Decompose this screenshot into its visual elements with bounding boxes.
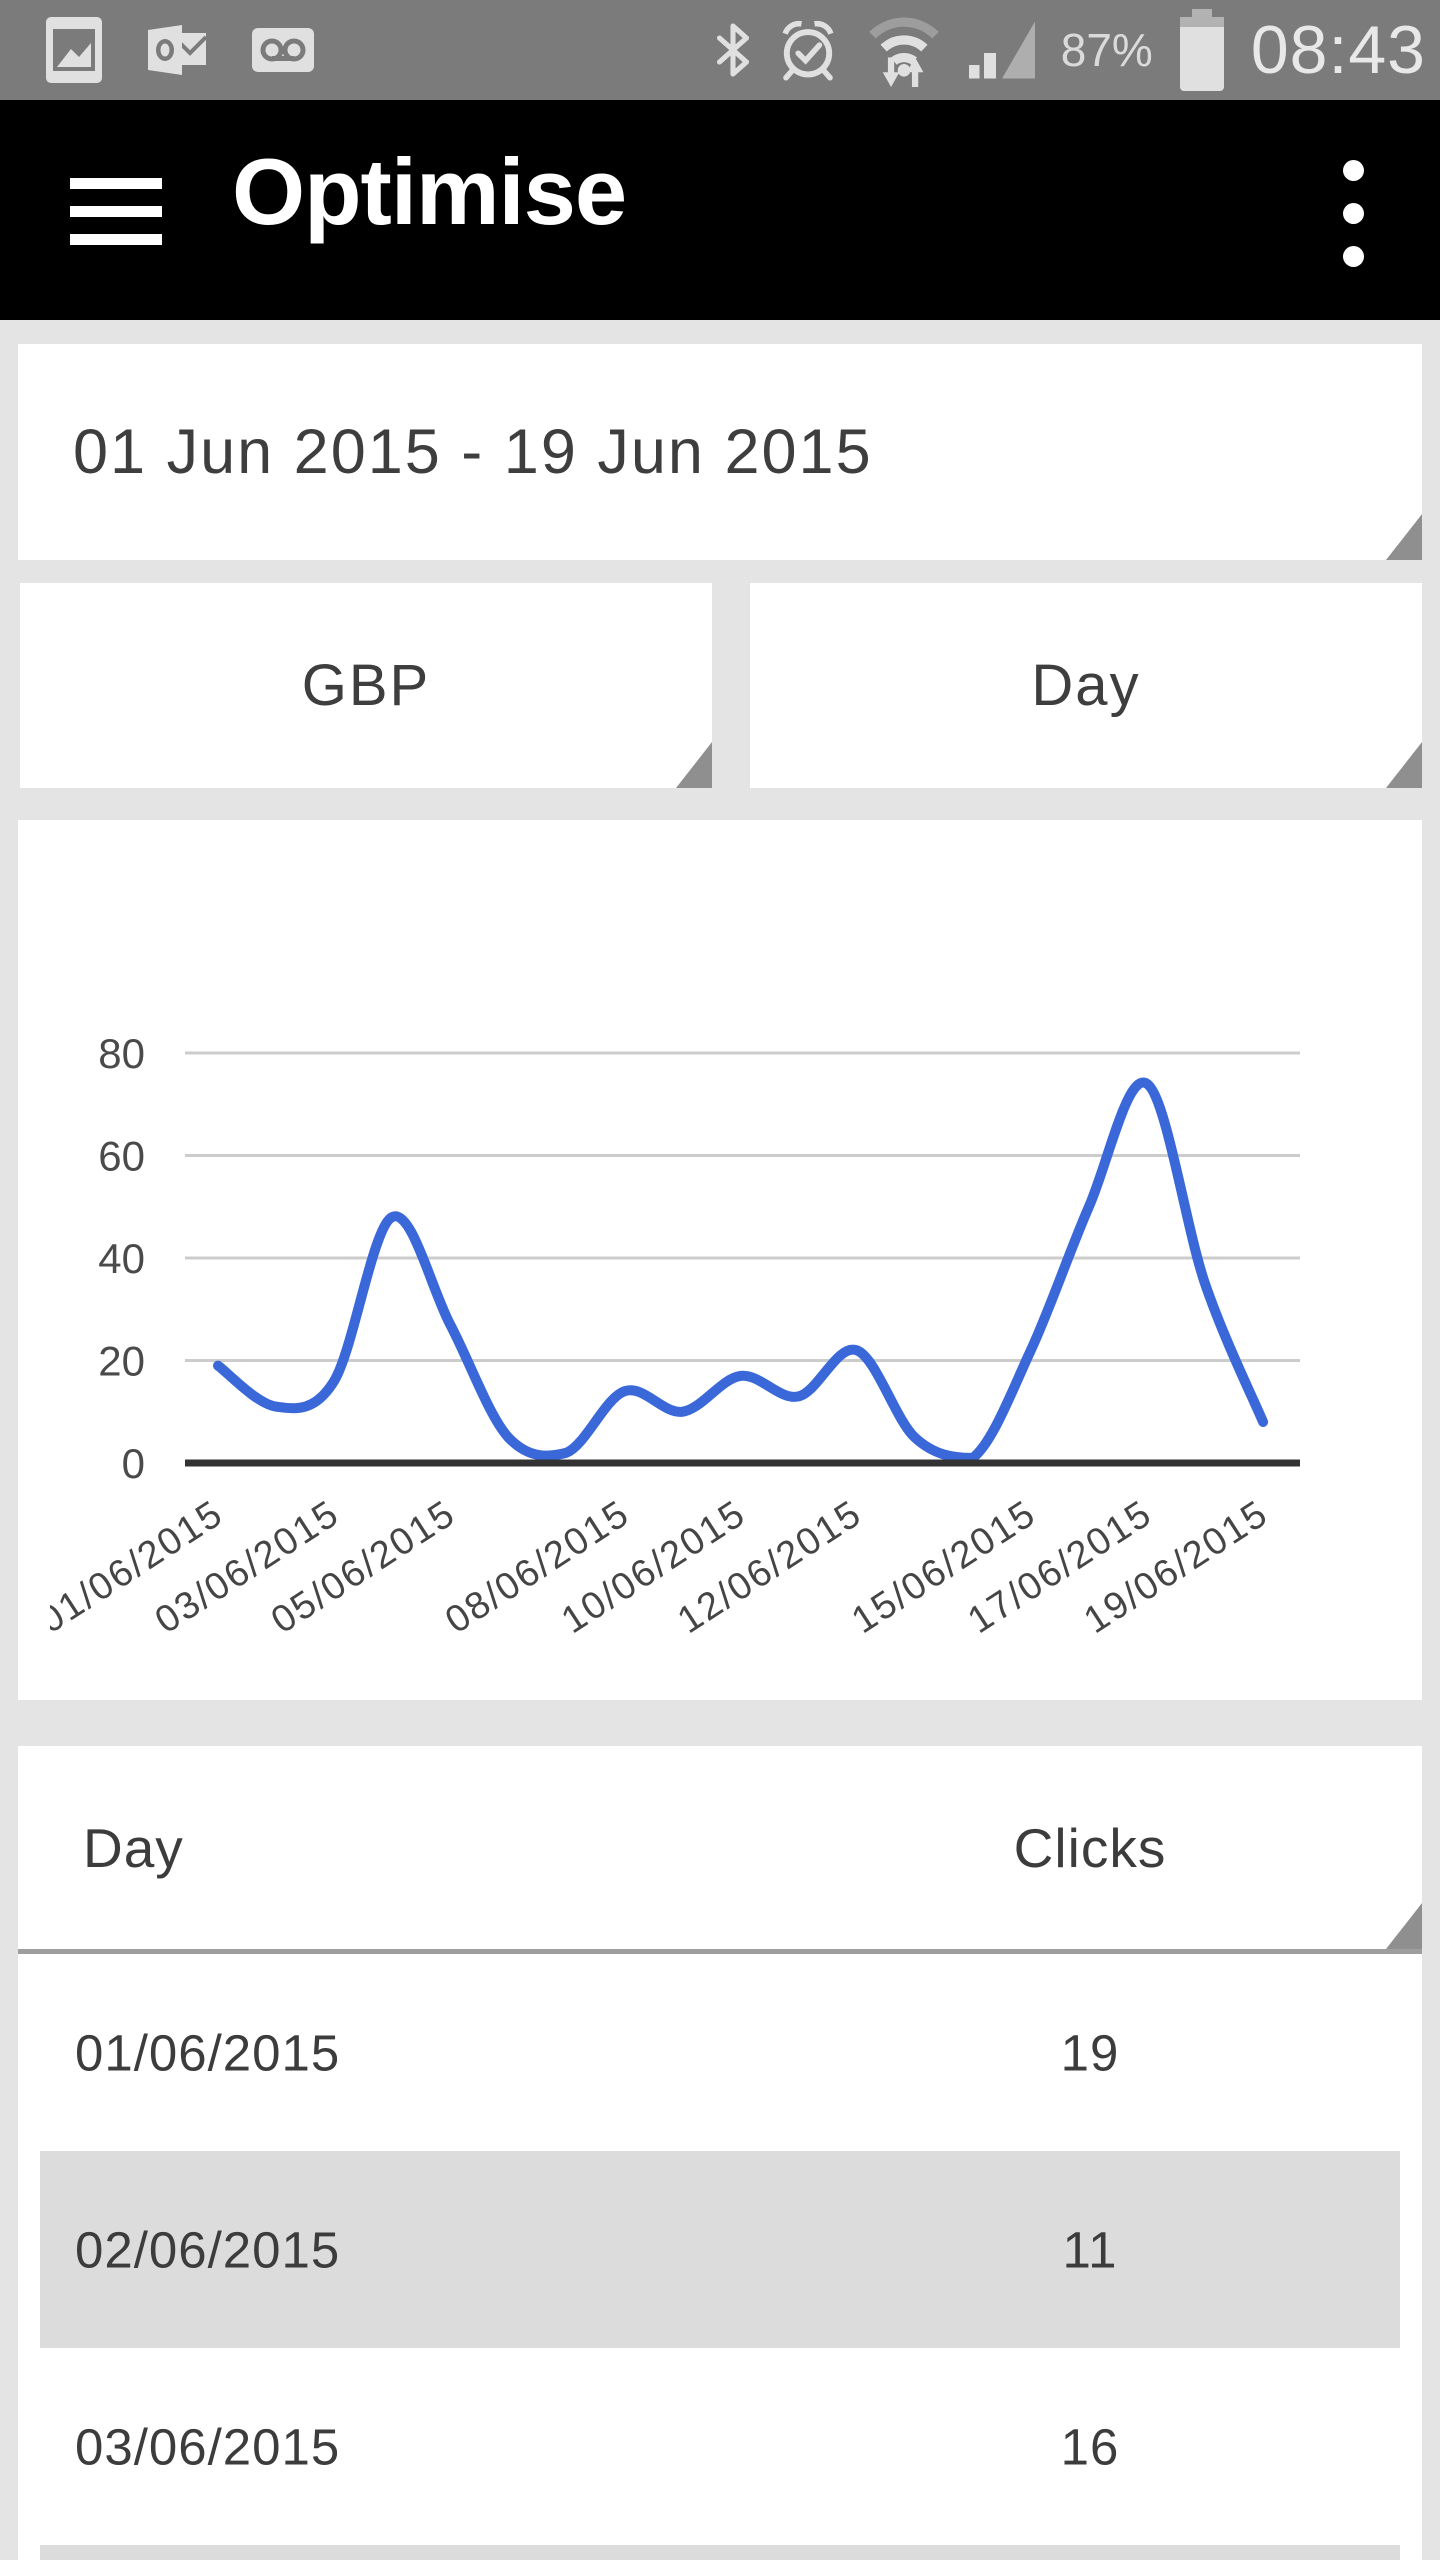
cell-clicks: 11 [1062,2221,1118,2278]
hamburger-menu-icon[interactable] [70,178,162,245]
cell-day: 03/06/2015 [75,2418,341,2475]
cell-clicks: 19 [1060,2024,1120,2081]
dropdown-grip-icon [1386,1903,1422,1949]
cell-day: 01/06/2015 [75,2024,341,2081]
granularity-value: Day [1031,653,1141,718]
cell-day: 02/06/2015 [75,2221,341,2278]
currency-selector[interactable]: GBP [20,583,712,788]
date-range-value: 01 Jun 2015 - 19 Jun 2015 [73,417,873,487]
svg-text:0: 0 [122,1440,145,1487]
battery-icon [1179,9,1224,91]
overflow-menu-icon[interactable] [1341,160,1365,267]
svg-text:60: 60 [98,1133,145,1180]
dropdown-grip-icon [1386,742,1422,788]
dropdown-grip-icon [1386,514,1422,560]
table-row: 02/06/2015 11 [18,2151,1422,2348]
table-row: 01/06/2015 19 [18,1954,1422,2151]
date-range-selector[interactable]: 01 Jun 2015 - 19 Jun 2015 [18,344,1422,560]
table-row-partial [18,2545,1422,2560]
table-header[interactable]: Day Clicks [18,1746,1422,1949]
clicks-line-chart: 02040608001/06/201503/06/201505/06/20150… [50,1030,1300,1642]
clicks-chart-card: 0 20 40 60 80 01/06/2015 03/06/2015 05/06/2015 0… [18,820,1422,1700]
system-status-icons: 87% 08:43 [715,0,1426,100]
gallery-icon [46,17,102,83]
cell-clicks: 16 [1060,2418,1120,2475]
alarm-icon [782,20,834,81]
clicks-table-card: Day Clicks 01/06/2015 19 02/06/2015 11 0… [18,1746,1422,2560]
column-header-day: Day [83,1816,184,1879]
column-header-clicks: Clicks [1013,1816,1167,1879]
bluetooth-icon [716,23,749,77]
clock: 08:43 [1250,12,1426,88]
status-bar: 87% 08:43 [0,0,1440,100]
dropdown-grip-icon [676,742,712,788]
granularity-selector[interactable]: Day [750,583,1422,788]
app-title: Optimise [232,139,627,244]
wifi-updown-icon [869,17,939,87]
table-row: 03/06/2015 16 [18,2348,1422,2545]
cell-signal-icon [968,21,1035,79]
outlook-icon [148,25,206,75]
svg-text:40: 40 [98,1235,145,1282]
app-bar: Optimise [0,100,1440,320]
svg-text:20: 20 [98,1338,145,1385]
svg-text:80: 80 [98,1030,145,1077]
battery-percent: 87% [1060,24,1153,76]
voicemail-icon [252,28,314,72]
notification-icons [46,0,314,100]
currency-value: GBP [301,653,431,718]
table-divider [18,1949,1422,1954]
